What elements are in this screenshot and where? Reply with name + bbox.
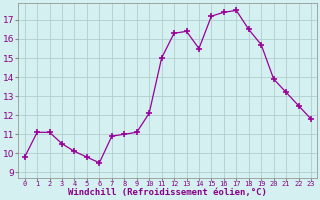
X-axis label: Windchill (Refroidissement éolien,°C): Windchill (Refroidissement éolien,°C): [68, 188, 267, 197]
